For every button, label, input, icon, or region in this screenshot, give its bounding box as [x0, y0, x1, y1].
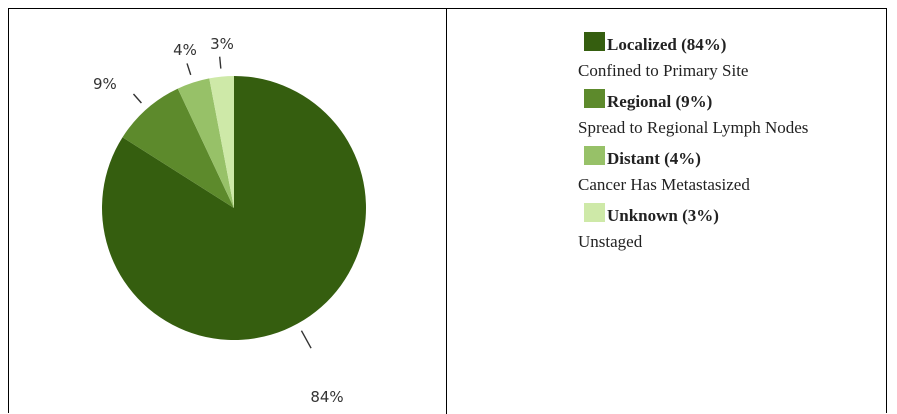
legend-swatch: [584, 89, 605, 108]
pie-slice-unknown: [209, 76, 234, 208]
pie-chart: 84% 9% 4% 3%: [93, 35, 367, 406]
data-label-regional: 9%: [93, 75, 117, 93]
pie-slice-distant: [177, 78, 234, 209]
legend-swatch: [584, 203, 605, 222]
stage-table: 84% 9% 4% 3% Localized (84%) Confined to…: [8, 8, 887, 414]
data-label-unknown: 3%: [210, 35, 234, 53]
legend-swatch: [584, 146, 605, 165]
legend-item-distant: Distant (4%) Cancer Has Metastasized: [578, 141, 878, 198]
legend-description: Unstaged: [578, 232, 643, 251]
leader-line-regional: [132, 93, 142, 104]
legend-description: Spread to Regional Lymph Nodes: [578, 118, 809, 137]
leader-line-unknown: [218, 56, 222, 69]
pie-slice-regional: [122, 88, 234, 208]
legend: Localized (84%) Confined to Primary Site…: [578, 27, 878, 255]
cell-divider: [446, 9, 447, 414]
data-label-distant: 4%: [173, 41, 197, 59]
legend-item-localized: Localized (84%) Confined to Primary Site: [578, 27, 878, 84]
legend-description: Cancer Has Metastasized: [578, 175, 750, 194]
chart-cell: 84% 9% 4% 3%: [9, 9, 446, 414]
legend-title: Regional (9%): [607, 92, 713, 111]
legend-item-unknown: Unknown (3%) Unstaged: [578, 198, 878, 255]
leader-lines: [132, 56, 312, 349]
legend-description: Confined to Primary Site: [578, 61, 749, 80]
leader-line-localized: [300, 330, 312, 349]
legend-cell: Localized (84%) Confined to Primary Site…: [447, 9, 887, 414]
legend-title: Distant (4%): [607, 149, 701, 168]
leader-line-distant: [186, 63, 192, 76]
legend-title: Localized (84%): [607, 35, 727, 54]
legend-swatch: [584, 32, 605, 51]
pie-slices: [101, 76, 367, 340]
data-labels: 84% 9% 4% 3%: [93, 35, 344, 406]
legend-item-regional: Regional (9%) Spread to Regional Lymph N…: [578, 84, 878, 141]
pie-slice-localized: [101, 76, 367, 340]
legend-title: Unknown (3%): [607, 206, 719, 225]
data-label-localized: 84%: [310, 388, 343, 406]
